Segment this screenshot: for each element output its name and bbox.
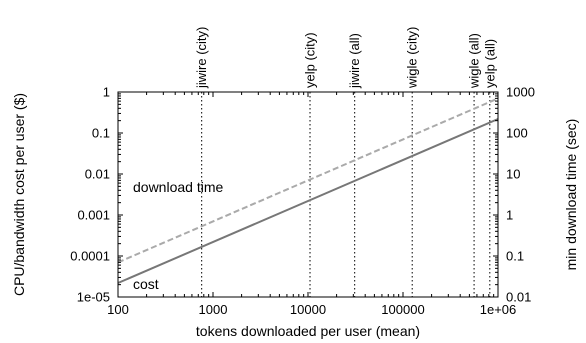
y-tick-label: 1e-05 (77, 290, 110, 305)
axis-ticks (117, 91, 499, 298)
series-label-download-time: download time (133, 179, 223, 195)
vertical-marker-label: yelp (city) (303, 32, 318, 88)
y2-tick-label: 1 (506, 208, 513, 223)
y-tick-label: 0.0001 (70, 249, 110, 264)
y-tick-label: 1 (103, 85, 110, 100)
vertical-marker-label: wigle (city) (405, 27, 420, 89)
vertical-marker-label: jiwire (all) (347, 33, 362, 89)
y2-tick-label: 100 (506, 126, 528, 141)
y-tick-label: 0.1 (92, 126, 110, 141)
series-line (117, 97, 499, 264)
vertical-marker-label: jiwire (city) (194, 27, 209, 89)
x-tick-label: 1000 (199, 302, 228, 317)
y-tick-label: 0.01 (85, 167, 110, 182)
y-axis-title: CPU/bandwidth cost per user ($) (11, 93, 27, 296)
vertical-marker-label: wigle (all) (467, 33, 482, 89)
x-tick-label: 1e+06 (480, 302, 517, 317)
series-lines (117, 97, 499, 284)
y2-tick-label: 10 (506, 167, 520, 182)
x-tick-label: 100 (107, 302, 129, 317)
axis-labels: 100 1000 10000 100000 1e+06 1e-05 0.0001 0.001 0… (70, 85, 535, 318)
y2-tick-label: 0.01 (506, 290, 531, 305)
series-line (117, 118, 499, 284)
vertical-markers: jiwire (city) yelp (city) jiwire (all) wigl… (194, 27, 497, 297)
y-tick-label: 0.001 (77, 208, 110, 223)
y2-tick-label: 1000 (506, 85, 535, 100)
y2-tick-label: 0.1 (506, 249, 524, 264)
x-axis-title: tokens downloaded per user (mean) (196, 323, 420, 339)
series-label-cost: cost (133, 276, 159, 292)
y2-axis-title: min download time (sec) (563, 119, 579, 271)
x-tick-label: 100000 (381, 302, 424, 317)
vertical-marker-label: yelp (all) (482, 39, 497, 88)
x-tick-label: 10000 (290, 302, 326, 317)
